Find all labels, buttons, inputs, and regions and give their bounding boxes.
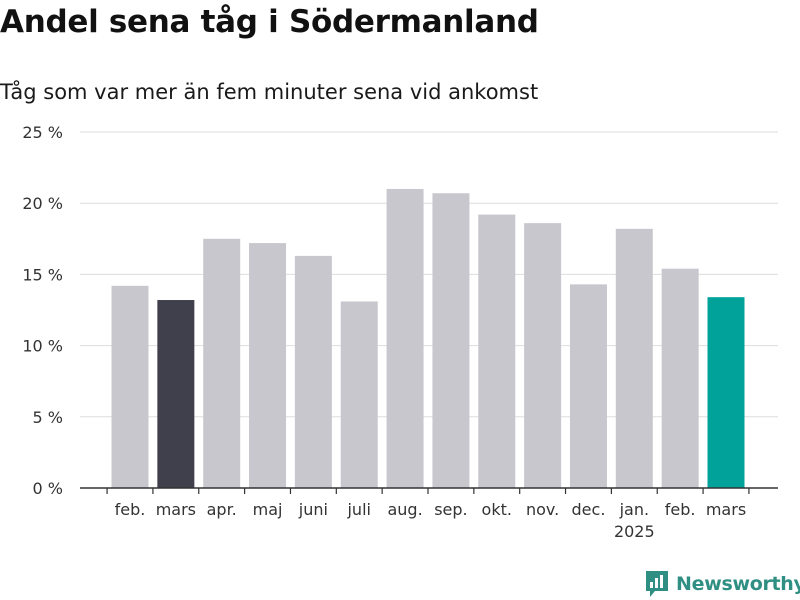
bar <box>340 301 378 488</box>
bar <box>524 223 562 489</box>
x-tick-label: apr. <box>207 500 237 519</box>
x-tick-label: sep. <box>434 500 467 519</box>
x-tick-label: dec. <box>572 500 606 519</box>
bar <box>478 214 516 489</box>
axis-layer: 0 % 5 % 10 % 15 % 20 % 25 % feb. mars apr. maj jun… <box>22 123 778 541</box>
y-tick-label: 20 % <box>22 194 63 213</box>
y-tick-label: 25 % <box>22 123 63 142</box>
bar <box>203 238 241 488</box>
y-tick-label: 15 % <box>22 265 63 284</box>
x-tick-label: nov. <box>526 500 559 519</box>
bar <box>249 243 287 488</box>
brand-name: Newsworthy <box>676 573 800 595</box>
bar <box>615 228 653 488</box>
newsworthy-logo-icon <box>646 571 668 597</box>
bar <box>111 285 149 488</box>
year-label: 2025 <box>614 522 655 541</box>
bar <box>707 297 745 488</box>
chart-subtitle: Tåg som var mer än fem minuter sena vid … <box>0 80 539 104</box>
x-tick-label: juni <box>298 500 328 519</box>
x-tick-label: maj <box>253 500 283 519</box>
x-tick-label: feb. <box>115 500 146 519</box>
bar <box>294 255 332 488</box>
bar <box>386 188 424 488</box>
y-tick-label: 5 % <box>33 408 63 427</box>
x-tick-label: juli <box>346 500 370 519</box>
x-tick-label: okt. <box>482 500 512 519</box>
x-tick-label: aug. <box>387 500 422 519</box>
bar <box>569 284 607 488</box>
bar <box>157 300 195 488</box>
newsworthy-logo: Newsworthy <box>644 569 800 599</box>
x-tick-label: jan. <box>619 500 649 519</box>
y-tick-label: 0 % <box>33 479 63 498</box>
y-tick-label: 10 % <box>22 337 63 356</box>
bar-layer <box>111 188 745 489</box>
bar <box>661 268 699 488</box>
chart-title: Andel sena tåg i Södermanland <box>0 4 539 40</box>
x-tick-label: mars <box>156 500 196 519</box>
x-tick-label: mars <box>706 500 746 519</box>
x-tick-label: feb. <box>665 500 696 519</box>
bar <box>432 193 470 488</box>
